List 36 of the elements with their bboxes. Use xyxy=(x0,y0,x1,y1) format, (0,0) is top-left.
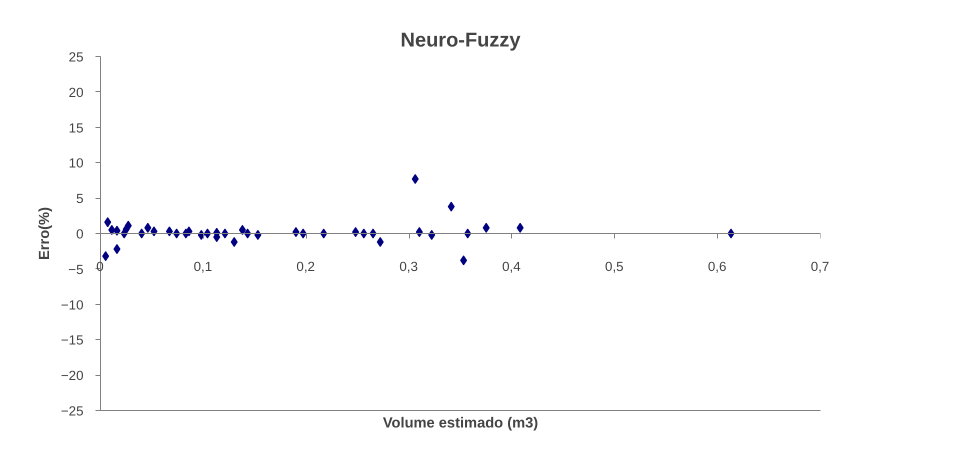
y-tick-label: 25 xyxy=(68,50,84,64)
point xyxy=(144,222,152,233)
x-tick-label: 0,6 xyxy=(706,259,728,274)
point xyxy=(230,236,238,247)
point xyxy=(113,226,120,236)
y-tick-label: 5 xyxy=(76,191,84,206)
x-tick-label: 0,4 xyxy=(501,259,522,274)
point xyxy=(104,217,112,228)
y-tick-label: −25 xyxy=(60,404,84,418)
y-tick-label: −20 xyxy=(60,368,84,384)
point xyxy=(460,255,468,266)
point xyxy=(124,220,132,231)
point xyxy=(412,174,419,184)
y-tick-label: −10 xyxy=(60,297,84,312)
y-tick-label: 10 xyxy=(68,156,84,171)
x-axis-title: Volume estimado (m3) xyxy=(382,416,538,432)
y-axis-title: Erro(%) xyxy=(36,206,53,260)
x-tick-label: 0,7 xyxy=(810,259,830,274)
y-tick-label: −5 xyxy=(68,262,84,277)
chart-title: Neuro-Fuzzy xyxy=(400,30,522,52)
y-tick-label: 20 xyxy=(68,84,84,100)
x-tick-label: 0,3 xyxy=(398,259,419,274)
x-tick-label: 0,1 xyxy=(192,259,214,274)
x-tick-label: 0,5 xyxy=(604,259,625,274)
point xyxy=(516,222,524,233)
y-tick-label: −15 xyxy=(60,332,84,348)
x-tick-label: 0,2 xyxy=(295,259,316,274)
point xyxy=(113,244,120,254)
point xyxy=(482,222,490,233)
point xyxy=(448,202,455,212)
point xyxy=(238,224,246,235)
point xyxy=(376,236,384,247)
y-tick-label: 15 xyxy=(68,120,84,136)
point xyxy=(102,251,110,262)
y-tick-label: 0 xyxy=(76,226,84,242)
point xyxy=(166,226,173,236)
